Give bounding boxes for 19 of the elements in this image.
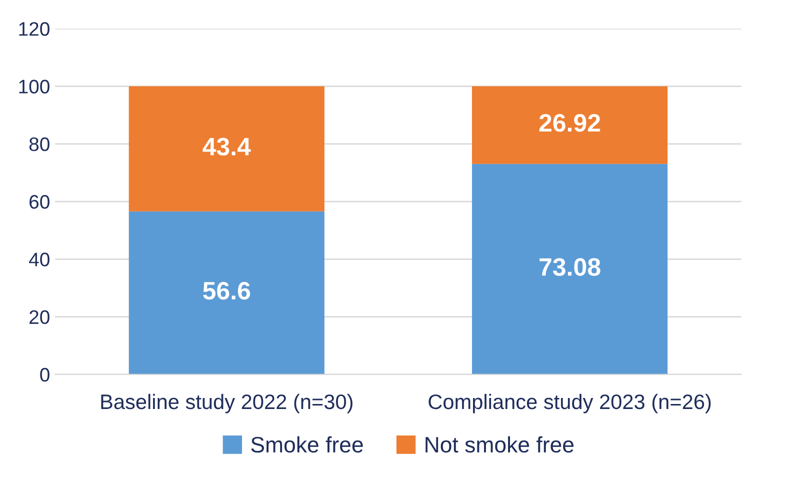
y-tick-label: 40 bbox=[29, 252, 50, 266]
y-tick-label: 20 bbox=[30, 310, 50, 324]
legend-label: Not smoke free bbox=[426, 436, 574, 453]
y-tick-label: 0 bbox=[40, 368, 50, 382]
y-tick-label: 80 bbox=[29, 137, 50, 152]
bar bbox=[472, 86, 668, 164]
data-label: 26.92 bbox=[539, 114, 600, 132]
data-label: 56.6 bbox=[203, 282, 250, 300]
y-tick-label: 100 bbox=[19, 80, 50, 94]
x-tick-label: Compliance study 2023 (n=26) bbox=[428, 394, 711, 414]
x-tick-label: Baseline study 2022 (n=30) bbox=[101, 394, 352, 414]
legend-label: Smoke free bbox=[251, 436, 363, 453]
bar bbox=[128, 86, 324, 212]
y-tick-label: 60 bbox=[30, 195, 50, 209]
bar bbox=[472, 164, 668, 374]
data-label: 73.08 bbox=[540, 258, 600, 276]
y-tick-label: 120 bbox=[19, 22, 50, 36]
data-label: 43.4 bbox=[202, 138, 251, 156]
bar bbox=[128, 211, 324, 374]
